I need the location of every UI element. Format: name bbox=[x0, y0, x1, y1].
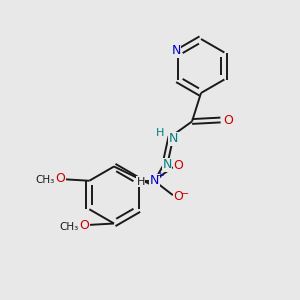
Text: N: N bbox=[162, 158, 172, 171]
Text: CH₃: CH₃ bbox=[36, 175, 55, 185]
Text: O: O bbox=[173, 190, 183, 203]
Text: O: O bbox=[55, 172, 65, 185]
Text: O: O bbox=[173, 159, 183, 172]
Text: N: N bbox=[171, 44, 181, 58]
Text: O: O bbox=[79, 219, 89, 232]
Text: N: N bbox=[150, 174, 159, 187]
Text: N: N bbox=[169, 132, 178, 146]
Text: CH₃: CH₃ bbox=[59, 222, 79, 232]
Text: −: − bbox=[182, 189, 190, 199]
Text: O: O bbox=[223, 113, 233, 127]
Text: +: + bbox=[156, 171, 164, 180]
Text: H: H bbox=[155, 128, 164, 138]
Text: H: H bbox=[136, 176, 145, 187]
